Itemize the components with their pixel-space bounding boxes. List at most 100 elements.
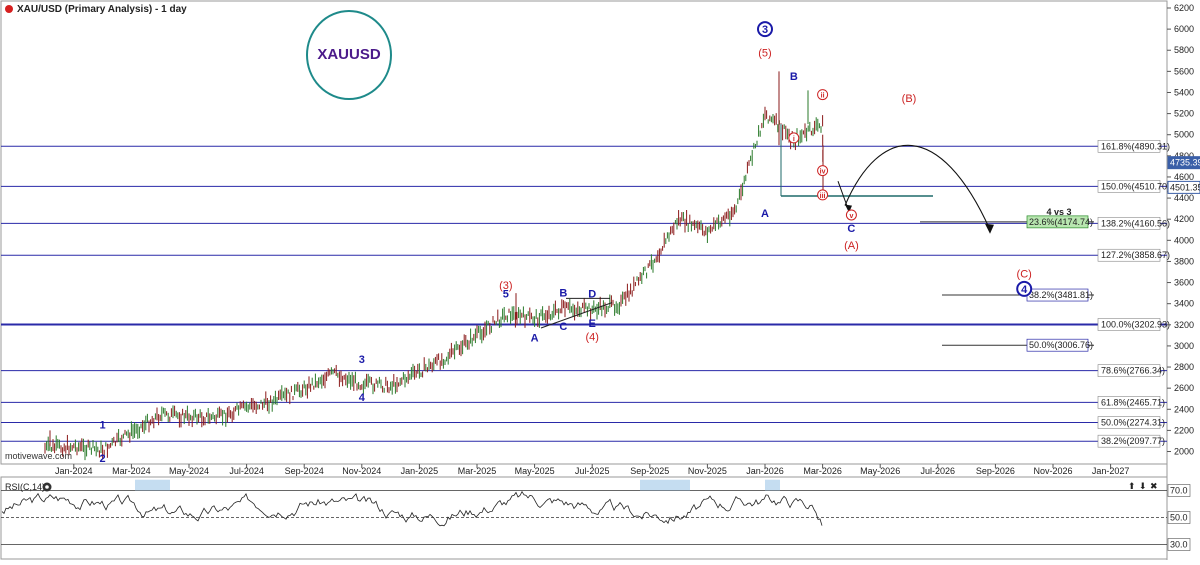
wave-label: (C) <box>1017 268 1032 280</box>
wave-label: 3 <box>359 354 365 366</box>
wave-circle <box>1016 280 1033 297</box>
y-tick-label: 2000 <box>1174 447 1194 457</box>
y-tick-label: 3200 <box>1174 320 1194 330</box>
wave-circle <box>757 21 773 38</box>
x-tick-label: Sep-2025 <box>630 466 669 476</box>
wave-circle-label: 3 <box>762 24 768 36</box>
fib-label: 38.2%(2097.77) <box>1101 436 1165 446</box>
wave-label: (B) <box>902 93 917 105</box>
wave-label: (3) <box>499 280 512 292</box>
price-pane <box>0 0 1168 465</box>
wave-label: B <box>790 71 798 83</box>
x-tick-label: Mar-2026 <box>803 466 842 476</box>
wave-label: (4) <box>585 332 598 344</box>
rsi-overbought-fill <box>135 479 170 491</box>
y-tick-label: 4000 <box>1174 235 1194 245</box>
x-tick-label: Jul-2025 <box>575 466 610 476</box>
rsi-overbought-fill <box>640 479 690 491</box>
x-tick-label: May-2024 <box>169 466 209 476</box>
fib-label-box <box>1097 396 1161 409</box>
fib-label: 150.0%(4510.70) <box>1101 181 1170 191</box>
wave-label: C <box>559 321 567 333</box>
y-tick-label: 2600 <box>1174 383 1194 393</box>
rsi-tick-box <box>1167 511 1191 524</box>
fib-lines-layer: 161.8%(4890.31) 150.0%(4510.70) 138.2%(416… <box>1 140 1170 448</box>
y-tick-label: 6200 <box>1174 3 1194 13</box>
y-tick-label: 5000 <box>1174 130 1194 140</box>
x-tick-label: Jan-2027 <box>1092 466 1130 476</box>
y-tick-label: 5200 <box>1174 109 1194 119</box>
short-arrow-icon <box>845 204 852 213</box>
rsi-tick-label: 50.0 <box>1170 513 1188 523</box>
y-tick-label: 3400 <box>1174 299 1194 309</box>
rsi-pane <box>0 476 1168 560</box>
x-tick-label: Jul-2026 <box>921 466 956 476</box>
target-label-box <box>1026 338 1089 352</box>
time-axis: Jan-2024 Mar-2024 May-2024 Jul-2024 Sep-2024… <box>55 464 1129 476</box>
status-dot-icon <box>5 5 13 13</box>
y-tick-label: 2400 <box>1174 404 1194 414</box>
projection-arrow-icon <box>985 223 994 234</box>
fib-label: 78.6%(2766.34) <box>1101 366 1165 376</box>
wave-circle-label: iv <box>820 169 826 176</box>
logo-text: XAUUSD <box>317 46 381 63</box>
wave-circle <box>845 209 857 221</box>
price-marker-label: 4501.35 <box>1170 182 1200 192</box>
x-tick-label: Jan-2025 <box>401 466 439 476</box>
fib-label: 127.2%(3858.67) <box>1101 250 1170 260</box>
rsi-tick-label: 30.0 <box>1170 540 1188 550</box>
x-tick-label: Nov-2024 <box>342 466 381 476</box>
short-arrow-line <box>837 181 849 209</box>
y-tick-label: 3600 <box>1174 278 1194 288</box>
y-tick-label: 2800 <box>1174 362 1194 372</box>
wave-label: 5 <box>503 288 509 300</box>
wave-circle-label: iii <box>820 193 826 200</box>
x-tick-label: Mar-2025 <box>458 466 497 476</box>
target-label: 23.6%(4174.74) <box>1029 217 1093 227</box>
rsi-settings-icon[interactable] <box>42 482 52 492</box>
x-tick-label: Nov-2025 <box>688 466 727 476</box>
annotation: 4 vs 3 <box>1046 207 1071 217</box>
price-marker-label: 4735.39 <box>1170 158 1200 168</box>
rsi-line <box>1 490 823 527</box>
fib-label-box <box>1097 217 1161 230</box>
wave-label: (A) <box>844 240 859 252</box>
y-tick-label: 3800 <box>1174 256 1194 266</box>
fib-label-box <box>1097 318 1161 331</box>
wave-label: 2 <box>100 453 106 465</box>
rsi-move-up-icon[interactable]: ⬆ <box>1128 481 1136 491</box>
wave-circle-label: v <box>849 213 853 220</box>
x-tick-label: May-2026 <box>860 466 900 476</box>
x-tick-label: Jan-2024 <box>55 466 93 476</box>
fib-label-box <box>1097 248 1161 262</box>
y-tick-label: 5400 <box>1174 87 1194 97</box>
fib-label-box <box>1097 180 1161 193</box>
target-label: 50.0%(3006.76) <box>1029 340 1093 350</box>
price-marker-box <box>1167 156 1200 170</box>
fib-label-box <box>1097 416 1161 429</box>
x-tick-label: Mar-2024 <box>112 466 151 476</box>
target-label: 38.2%(3481.81) <box>1029 290 1093 300</box>
wave-label: A <box>761 208 769 220</box>
rsi-label: RSI(C,14) <box>5 482 45 492</box>
logo-ring <box>306 10 392 100</box>
wave-label: B <box>559 287 567 299</box>
wave-circle <box>817 165 829 177</box>
wave-circle <box>817 189 829 201</box>
y-tick-label: 6000 <box>1174 24 1194 34</box>
fib-label: 100.0%(3202.93) <box>1101 319 1170 329</box>
wave-label: 4 <box>359 392 366 404</box>
wave-circle-label: i <box>793 136 795 143</box>
price-axis: 2000 2200 2400 2600 2800 3000 3200 3400 3600 3800… <box>1167 3 1200 457</box>
watermark: motivewave.com <box>5 451 72 461</box>
fib-label: 50.0%(2274.31) <box>1101 418 1165 428</box>
y-tick-label: 4800 <box>1174 151 1194 161</box>
y-tick-label: 3000 <box>1174 341 1194 351</box>
rsi-tick-box <box>1167 538 1191 551</box>
rsi-tick-box <box>1167 484 1191 497</box>
rsi-overbought-fill <box>765 479 780 491</box>
fib-label: 61.8%(2465.71) <box>1101 397 1165 407</box>
rsi-move-down-icon[interactable]: ⬇ <box>1139 481 1147 491</box>
rsi-close-icon[interactable]: ✖ <box>1150 481 1158 491</box>
